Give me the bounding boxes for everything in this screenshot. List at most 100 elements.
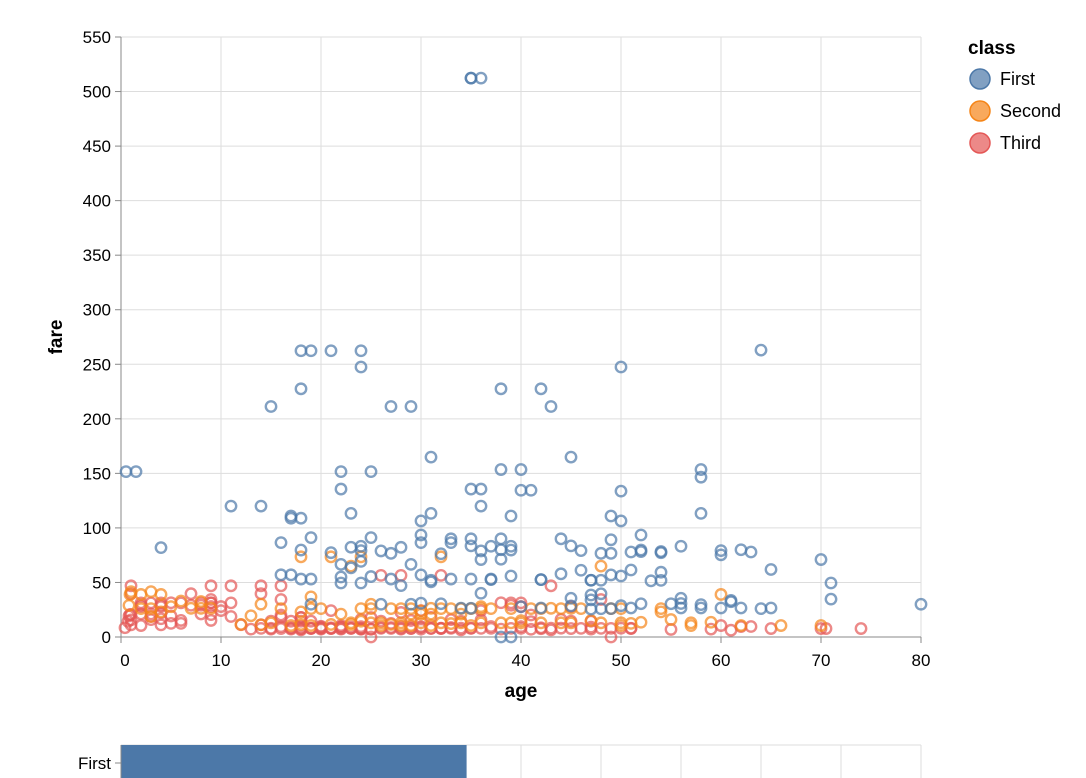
- point-third: [244, 622, 258, 636]
- point-first: [564, 591, 578, 605]
- point-first: [304, 572, 318, 586]
- point-first: [564, 599, 578, 613]
- point-first: [674, 597, 688, 610]
- point-first: [534, 601, 548, 615]
- x-axis-title: age: [505, 681, 538, 702]
- point-second: [334, 607, 348, 621]
- point-third: [274, 593, 288, 606]
- point-second: [314, 602, 328, 616]
- point-second: [154, 588, 168, 601]
- point-second: [594, 559, 608, 573]
- point-first: [344, 561, 358, 575]
- point-second: [654, 605, 668, 619]
- point-first: [574, 544, 588, 557]
- legend-symbol-second: [969, 100, 991, 122]
- point-second: [244, 609, 258, 623]
- point-first: [284, 568, 298, 582]
- point-third: [274, 608, 288, 622]
- point-third: [524, 608, 538, 622]
- y-tick-label: 350: [83, 246, 111, 265]
- x-tick-label: 0: [120, 651, 129, 670]
- y-tick-label: 200: [83, 410, 111, 429]
- point-first: [624, 563, 638, 577]
- point-first: [464, 532, 478, 546]
- bar-chart: First: [78, 744, 922, 778]
- y-axis-title: fare: [46, 320, 67, 355]
- point-second: [534, 616, 548, 630]
- point-first: [424, 575, 438, 589]
- point-third: [224, 596, 238, 610]
- point-first: [494, 552, 508, 566]
- point-first: [414, 514, 428, 528]
- legend[interactable]: class First Second Third: [968, 38, 1061, 154]
- point-first: [354, 360, 368, 374]
- legend-label-second[interactable]: Second: [1000, 101, 1061, 121]
- point-second: [364, 602, 378, 616]
- point-first: [404, 400, 418, 413]
- point-first: [414, 596, 428, 610]
- point-first: [824, 592, 838, 606]
- point-first: [384, 400, 398, 413]
- point-first: [584, 593, 598, 607]
- point-third: [124, 579, 138, 593]
- point-first: [764, 563, 778, 576]
- point-first: [504, 569, 518, 583]
- point-first: [564, 539, 578, 553]
- x-tick-label: 40: [512, 651, 531, 670]
- point-first: [444, 572, 458, 586]
- legend-symbol-third: [969, 132, 991, 154]
- point-second: [484, 602, 498, 616]
- point-second: [304, 619, 318, 632]
- point-first: [324, 344, 338, 358]
- point-first: [394, 579, 408, 593]
- point-second: [254, 597, 268, 611]
- point-first: [604, 509, 618, 523]
- point-third: [544, 579, 558, 593]
- point-first: [464, 572, 478, 586]
- point-second: [774, 619, 788, 632]
- point-first: [734, 543, 748, 557]
- point-first: [514, 600, 528, 614]
- y-tick-label: 50: [92, 573, 111, 592]
- y-tick-label: 0: [102, 628, 111, 647]
- point-first: [129, 465, 143, 479]
- point-second: [324, 550, 338, 564]
- point-third: [118, 621, 132, 635]
- point-third: [224, 610, 238, 623]
- legend-symbol-first: [969, 68, 991, 90]
- point-third: [124, 613, 138, 627]
- point-second: [144, 610, 158, 623]
- point-first: [294, 543, 308, 557]
- legend-label-first[interactable]: First: [1000, 69, 1035, 89]
- point-first: [554, 532, 568, 546]
- grid-lines: [120, 36, 922, 638]
- point-third: [134, 619, 148, 632]
- point-second: [204, 601, 218, 615]
- point-first: [654, 545, 668, 558]
- point-second: [684, 619, 698, 632]
- y-axis: 0 50 100 150 200 250 300 350 400 450 500 550: [83, 28, 122, 647]
- point-first: [714, 548, 728, 562]
- point-first: [494, 463, 508, 476]
- y-tick-label: 550: [83, 28, 111, 47]
- point-first: [364, 531, 378, 545]
- point-first: [614, 569, 628, 583]
- x-tick-label: 80: [912, 651, 931, 670]
- point-first: [224, 499, 238, 513]
- point-first: [504, 539, 518, 553]
- point-first: [604, 533, 618, 547]
- point-first: [504, 543, 518, 557]
- y-tick-label: 450: [83, 137, 111, 156]
- point-first: [514, 463, 528, 476]
- point-first: [724, 595, 738, 609]
- point-third: [604, 630, 618, 644]
- point-first: [694, 463, 708, 476]
- point-first: [414, 568, 428, 582]
- point-first: [274, 536, 288, 550]
- bar-first: [121, 745, 467, 778]
- point-third: [224, 579, 238, 593]
- legend-label-third[interactable]: Third: [1000, 133, 1041, 153]
- point-first: [364, 465, 378, 479]
- point-first: [384, 546, 398, 560]
- point-first: [254, 499, 268, 513]
